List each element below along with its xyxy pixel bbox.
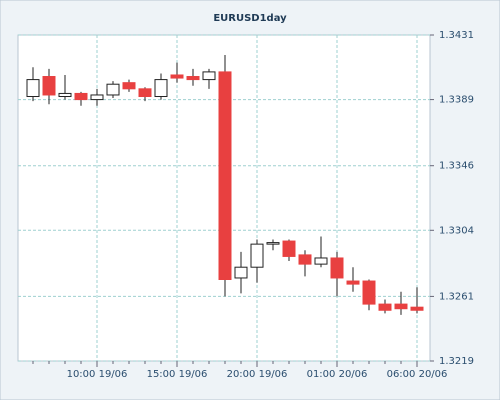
candle-body [346, 280, 360, 285]
candle-body [282, 240, 296, 257]
candle-body [170, 74, 184, 79]
candle-body [330, 257, 344, 279]
candle-body [186, 76, 200, 81]
y-tick-label: 1.3261 [439, 291, 474, 302]
candle-body [378, 303, 392, 311]
candle-body [314, 257, 328, 265]
candle-body [234, 266, 248, 279]
candle-body [138, 88, 152, 98]
y-tick-label: 1.3431 [439, 30, 474, 41]
y-tick-label: 1.3346 [439, 161, 474, 172]
candle-body [58, 92, 72, 98]
x-tick-label: 01:00 20/06 [307, 369, 368, 380]
candle-body [26, 79, 40, 98]
candle-body [266, 242, 280, 245]
candle-body [106, 83, 120, 96]
candle-body [74, 92, 88, 101]
candle-body [42, 76, 56, 96]
candle-body [362, 280, 376, 305]
candle-body [298, 254, 312, 265]
candle-body [122, 82, 136, 90]
y-tick-label: 1.3389 [439, 95, 474, 106]
candle-body [218, 71, 232, 281]
candle-body [202, 71, 216, 81]
chart-title: EURUSD1day [213, 13, 287, 24]
candle-body [410, 306, 424, 311]
x-tick-label: 10:00 19/06 [67, 369, 128, 380]
x-tick-label: 20:00 19/06 [227, 369, 288, 380]
candle-body [394, 303, 408, 310]
candle-body [90, 94, 104, 101]
x-tick-label: 06:00 20/06 [387, 369, 448, 380]
candle-body [154, 79, 168, 98]
y-tick-label: 1.3304 [439, 225, 474, 236]
y-tick-label: 1.3219 [439, 356, 474, 367]
x-tick-label: 15:00 19/06 [147, 369, 208, 380]
candle-body [250, 243, 264, 268]
